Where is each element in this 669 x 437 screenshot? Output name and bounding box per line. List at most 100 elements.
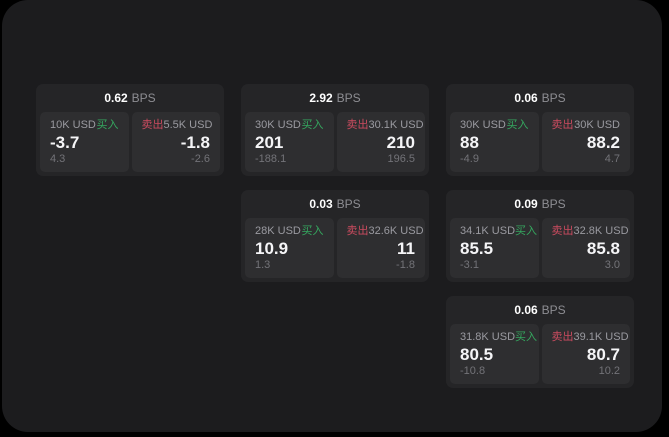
sell-amount: 5.5K USD [163, 119, 213, 131]
spread-header: 0.06 BPS [446, 84, 634, 112]
buy-label: 买入 [506, 119, 529, 131]
spread-header: 0.06 BPS [446, 296, 634, 324]
sell-price: 11 [397, 239, 415, 258]
spread-header: 2.92 BPS [241, 84, 429, 112]
buy-label: 买入 [96, 119, 119, 131]
sell-price: 210 [386, 133, 415, 152]
bps-label: BPS [541, 303, 566, 317]
sell-label: 卖出 [346, 119, 369, 131]
buy-price: 85.5 [460, 239, 494, 258]
buy-tile[interactable]: 34.1K USD 买入 85.5 -3.1 [450, 218, 539, 278]
bps-label: BPS [131, 91, 156, 105]
buy-amount: 30K USD [460, 119, 506, 131]
buy-tile-top: 30K USD 买入 [460, 119, 529, 132]
buy-delta: 1.3 [255, 259, 271, 271]
sell-delta: 3.0 [604, 259, 620, 271]
buy-delta: -10.8 [460, 365, 486, 377]
buy-price: 201 [255, 133, 284, 152]
bps-label: BPS [336, 197, 361, 211]
sell-tile[interactable]: 卖出 30.1K USD 210 196.5 [336, 112, 425, 172]
buy-tile[interactable]: 10K USD 买入 -3.7 4.3 [40, 112, 129, 172]
buy-delta: 4.3 [50, 153, 66, 165]
sell-delta: 4.7 [604, 153, 620, 165]
card-body: 34.1K USD 买入 85.5 -3.1 卖出 32.8K USD 85.8… [446, 218, 634, 282]
sell-label: 卖出 [551, 119, 574, 131]
buy-tile[interactable]: 31.8K USD 买入 80.5 -10.8 [450, 324, 539, 384]
sell-tile-top: 卖出 32.6K USD [346, 225, 424, 238]
sell-tile-top: 卖出 30.1K USD [346, 119, 424, 132]
sell-amount: 30.1K USD [368, 119, 424, 131]
buy-label: 买入 [301, 119, 324, 131]
sell-delta: 10.2 [598, 365, 620, 377]
bps-label: BPS [541, 197, 566, 211]
spread-value: 0.06 [514, 91, 538, 105]
card-body: 30K USD 买入 88 -4.9 卖出 30K USD 88.2 4.7 [446, 112, 634, 176]
buy-tile-top: 31.8K USD 买入 [460, 331, 537, 344]
card-body: 30K USD 买入 201 -188.1 卖出 30.1K USD 210 1… [241, 112, 429, 176]
buy-tile-top: 34.1K USD 买入 [460, 225, 537, 238]
buy-amount: 10K USD [50, 119, 96, 131]
buy-tile[interactable]: 30K USD 买入 88 -4.9 [450, 112, 539, 172]
sell-tile-top: 卖出 32.8K USD [551, 225, 629, 238]
buy-price: 10.9 [255, 239, 289, 258]
sell-amount: 30K USD [574, 119, 620, 131]
sell-tile[interactable]: 卖出 39.1K USD 80.7 10.2 [541, 324, 630, 384]
price-card: 0.09 BPS 34.1K USD 买入 85.5 -3.1 卖出 32.8K… [446, 190, 634, 282]
sell-tile[interactable]: 卖出 5.5K USD -1.8 -2.6 [131, 112, 220, 172]
sell-tile[interactable]: 卖出 32.6K USD 11 -1.8 [336, 218, 425, 278]
card-body: 10K USD 买入 -3.7 4.3 卖出 5.5K USD -1.8 -2.… [36, 112, 224, 176]
buy-label: 买入 [515, 331, 538, 343]
spread-header: 0.03 BPS [241, 190, 429, 218]
sell-tile-top: 卖出 30K USD [552, 119, 621, 132]
sell-label: 卖出 [551, 331, 574, 343]
buy-label: 买入 [301, 225, 324, 237]
buy-amount: 28K USD [255, 225, 301, 237]
buy-delta: -4.9 [460, 153, 479, 165]
buy-tile[interactable]: 30K USD 买入 201 -188.1 [245, 112, 334, 172]
sell-tile-top: 卖出 5.5K USD [141, 119, 213, 132]
sell-tile-top: 卖出 39.1K USD [551, 331, 629, 344]
sell-delta: -1.8 [396, 259, 415, 271]
sell-amount: 32.8K USD [573, 225, 629, 237]
sell-amount: 32.6K USD [368, 225, 424, 237]
spread-header: 0.09 BPS [446, 190, 634, 218]
card-body: 31.8K USD 买入 80.5 -10.8 卖出 39.1K USD 80.… [446, 324, 634, 388]
sell-amount: 39.1K USD [573, 331, 629, 343]
spread-value: 0.09 [514, 197, 538, 211]
spread-value: 0.62 [104, 91, 128, 105]
sell-price: -1.8 [180, 133, 210, 152]
bps-label: BPS [541, 91, 566, 105]
sell-delta: 196.5 [387, 153, 415, 165]
buy-tile[interactable]: 28K USD 买入 10.9 1.3 [245, 218, 334, 278]
spread-value: 0.06 [514, 303, 538, 317]
spread-header: 0.62 BPS [36, 84, 224, 112]
buy-price: -3.7 [50, 133, 80, 152]
buy-tile-top: 30K USD 买入 [255, 119, 324, 132]
price-card: 0.06 BPS 30K USD 买入 88 -4.9 卖出 30K USD 8… [446, 84, 634, 176]
spread-value: 2.92 [309, 91, 333, 105]
buy-amount: 31.8K USD [460, 331, 516, 343]
price-card: 0.62 BPS 10K USD 买入 -3.7 4.3 卖出 5.5K USD… [36, 84, 224, 176]
sell-delta: -2.6 [191, 153, 210, 165]
spread-value: 0.03 [309, 197, 333, 211]
buy-price: 80.5 [460, 345, 494, 364]
sell-tile[interactable]: 卖出 32.8K USD 85.8 3.0 [541, 218, 630, 278]
sell-label: 卖出 [141, 119, 164, 131]
price-card: 0.03 BPS 28K USD 买入 10.9 1.3 卖出 32.6K US… [241, 190, 429, 282]
buy-label: 买入 [515, 225, 538, 237]
sell-label: 卖出 [346, 225, 369, 237]
price-card: 0.06 BPS 31.8K USD 买入 80.5 -10.8 卖出 39.1… [446, 296, 634, 388]
bps-label: BPS [336, 91, 361, 105]
buy-amount: 34.1K USD [460, 225, 516, 237]
sell-label: 卖出 [551, 225, 574, 237]
card-body: 28K USD 买入 10.9 1.3 卖出 32.6K USD 11 -1.8 [241, 218, 429, 282]
price-cards-grid: 0.62 BPS 10K USD 买入 -3.7 4.3 卖出 5.5K USD… [36, 84, 634, 388]
sell-tile[interactable]: 卖出 30K USD 88.2 4.7 [541, 112, 630, 172]
buy-tile-top: 28K USD 买入 [255, 225, 324, 238]
price-card: 2.92 BPS 30K USD 买入 201 -188.1 卖出 30.1K … [241, 84, 429, 176]
buy-price: 88 [460, 133, 479, 152]
buy-delta: -3.1 [460, 259, 479, 271]
buy-delta: -188.1 [255, 153, 287, 165]
buy-amount: 30K USD [255, 119, 301, 131]
